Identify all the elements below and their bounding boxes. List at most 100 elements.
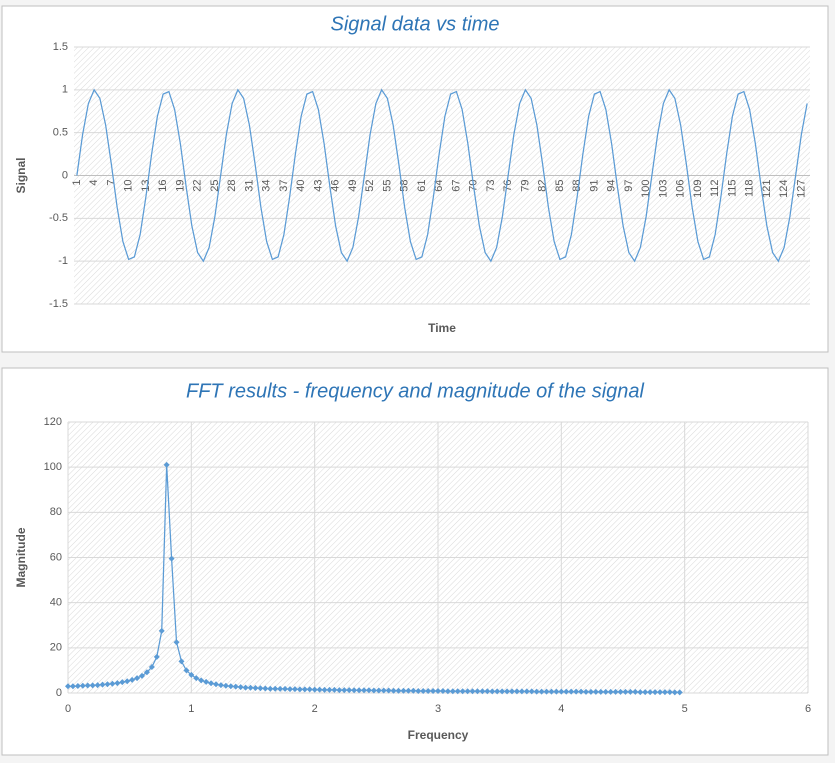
x-tick-label: 103 bbox=[657, 180, 669, 198]
x-tick-label: 37 bbox=[278, 180, 290, 192]
fft-point bbox=[627, 688, 634, 695]
fft-point bbox=[449, 688, 456, 695]
fft-point bbox=[69, 683, 76, 690]
x-tick-label: 121 bbox=[761, 180, 773, 198]
fft-point bbox=[158, 627, 165, 634]
fft-point bbox=[676, 689, 683, 696]
fft-point bbox=[287, 686, 293, 693]
x-tick-label: 91 bbox=[588, 180, 600, 192]
fft-point bbox=[499, 688, 506, 695]
x-tick-label: 118 bbox=[744, 180, 756, 198]
fft-point bbox=[370, 687, 377, 694]
x-tick-label: 3 bbox=[435, 703, 441, 715]
fft-point bbox=[528, 688, 535, 695]
fft-point bbox=[148, 664, 155, 671]
fft-point bbox=[652, 689, 659, 696]
fft-point bbox=[109, 680, 116, 687]
fft-point bbox=[489, 688, 496, 695]
chart-title: FFT results - frequency and magnitude of… bbox=[186, 380, 645, 402]
fft-point bbox=[474, 688, 481, 695]
x-tick-label: 82 bbox=[537, 180, 549, 192]
fft-point bbox=[232, 683, 239, 690]
fft-point bbox=[587, 688, 594, 695]
fft-point bbox=[469, 688, 476, 695]
fft-point bbox=[484, 688, 491, 695]
fft-point bbox=[553, 688, 560, 695]
fft-point bbox=[661, 689, 668, 696]
fft-point bbox=[385, 687, 392, 694]
x-tick-label: 64 bbox=[433, 180, 445, 192]
fft-point bbox=[533, 688, 540, 695]
y-tick-label: 20 bbox=[50, 642, 62, 654]
fft-point bbox=[296, 686, 303, 693]
fft-point bbox=[597, 688, 604, 695]
fft-point bbox=[65, 683, 71, 690]
x-axis-title: Time bbox=[428, 321, 456, 335]
fft-point bbox=[632, 688, 639, 695]
x-tick-label: 88 bbox=[571, 180, 583, 192]
fft-point bbox=[247, 684, 254, 691]
x-tick-label: 31 bbox=[243, 180, 255, 192]
fft-point bbox=[89, 682, 96, 689]
fft-point bbox=[222, 682, 229, 689]
fft-point bbox=[351, 687, 358, 694]
fft-point bbox=[99, 681, 106, 688]
chart-title: Signal data vs time bbox=[331, 13, 500, 35]
x-tick-label: 4 bbox=[88, 180, 100, 186]
x-tick-label: 106 bbox=[675, 180, 687, 198]
fft-point bbox=[410, 687, 417, 694]
fft-point bbox=[494, 688, 501, 695]
fft-point bbox=[464, 688, 471, 695]
fft-point bbox=[208, 680, 215, 687]
x-tick-label: 34 bbox=[261, 180, 273, 192]
fft-point bbox=[282, 685, 289, 692]
fft-point bbox=[612, 688, 619, 695]
x-axis-title: Frequency bbox=[408, 728, 469, 742]
fft-point bbox=[267, 685, 274, 692]
fft-point bbox=[94, 682, 101, 689]
x-tick-label: 5 bbox=[682, 703, 688, 715]
fft-point bbox=[459, 688, 466, 695]
fft-point bbox=[504, 688, 511, 695]
x-tick-label: 124 bbox=[778, 180, 790, 198]
fft-point bbox=[198, 677, 205, 684]
fft-point bbox=[331, 686, 338, 693]
fft-point bbox=[395, 687, 402, 694]
y-axis-title: Signal bbox=[14, 157, 28, 193]
fft-point bbox=[592, 688, 599, 695]
y-axis-title: Magnitude bbox=[14, 527, 28, 587]
y-tick-label: 0.5 bbox=[53, 127, 68, 139]
fft-point bbox=[563, 688, 570, 695]
fft-point bbox=[74, 682, 81, 689]
fft-point bbox=[405, 687, 412, 694]
fft-point bbox=[509, 688, 515, 695]
fft-point bbox=[316, 686, 323, 693]
fft-point bbox=[558, 688, 565, 695]
fft-point bbox=[143, 669, 150, 676]
x-tick-label: 112 bbox=[709, 180, 721, 198]
fft-point bbox=[380, 687, 387, 694]
fft-point bbox=[513, 688, 520, 695]
fft-point bbox=[642, 689, 649, 696]
fft-point bbox=[548, 688, 555, 695]
fft-point bbox=[129, 676, 136, 683]
fft-point bbox=[188, 671, 195, 678]
fft-point bbox=[573, 688, 580, 695]
fft-point bbox=[119, 679, 126, 686]
x-tick-label: 61 bbox=[416, 180, 428, 192]
y-tick-label: 80 bbox=[50, 506, 62, 518]
fft-point bbox=[415, 687, 422, 694]
fft-point bbox=[543, 688, 550, 695]
fft-point bbox=[420, 687, 427, 694]
fft-point bbox=[390, 687, 397, 694]
fft-point bbox=[277, 685, 284, 692]
fft-point bbox=[430, 687, 437, 694]
x-tick-label: 22 bbox=[192, 180, 204, 192]
fft-point bbox=[439, 687, 446, 694]
x-tick-label: 115 bbox=[726, 180, 738, 198]
y-tick-label: -0.5 bbox=[49, 212, 68, 224]
x-tick-label: 25 bbox=[209, 180, 221, 192]
x-tick-label: 52 bbox=[364, 180, 376, 192]
y-tick-label: 60 bbox=[50, 551, 62, 563]
